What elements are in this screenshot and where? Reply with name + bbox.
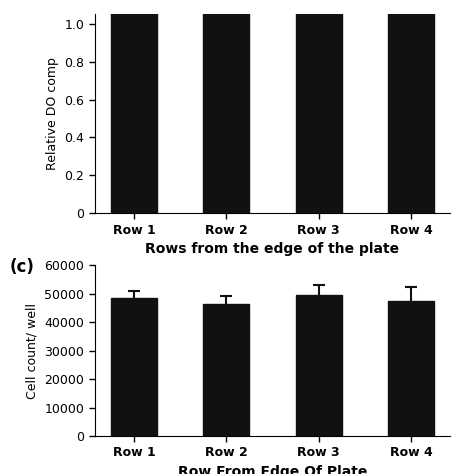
Y-axis label: Cell count/ well: Cell count/ well <box>26 303 39 399</box>
Bar <box>111 0 157 213</box>
Text: (c): (c) <box>9 258 34 276</box>
Bar <box>111 298 157 436</box>
X-axis label: Row From Edge Of Plate: Row From Edge Of Plate <box>178 465 367 474</box>
Bar <box>296 295 342 436</box>
Bar <box>296 0 342 213</box>
X-axis label: Rows from the edge of the plate: Rows from the edge of the plate <box>146 242 400 256</box>
Bar <box>388 0 434 213</box>
Y-axis label: Relative DO comp: Relative DO comp <box>46 57 59 170</box>
Bar <box>388 301 434 436</box>
Bar <box>203 0 249 213</box>
Bar <box>203 304 249 436</box>
